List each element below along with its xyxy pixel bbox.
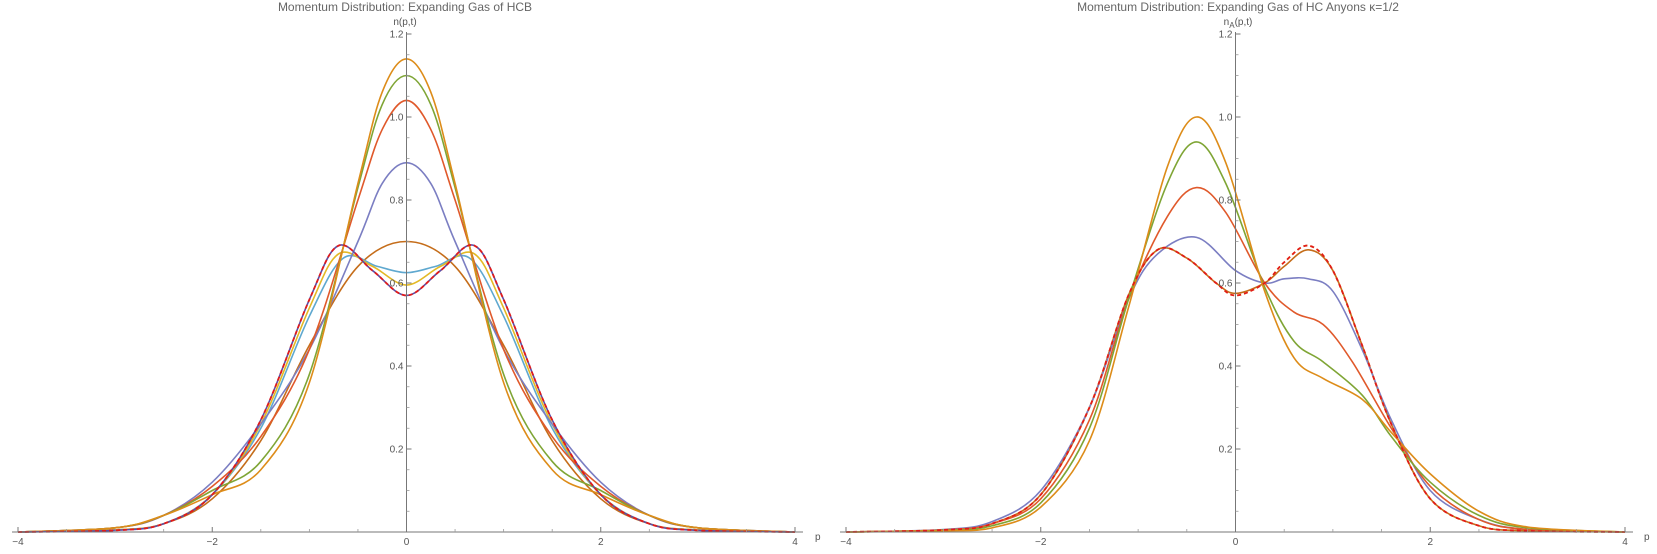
chart-hc-anyons: Momentum Distribution: Expanding Gas of … xyxy=(840,0,1650,548)
series-line-4 xyxy=(845,141,1626,533)
x-tick-label: 2 xyxy=(1427,537,1433,548)
x-tick-label: −2 xyxy=(207,537,219,548)
series-line-7 xyxy=(845,244,1626,533)
chart-title: Momentum Distribution: Expanding Gas of … xyxy=(1077,0,1399,14)
x-tick-label: 4 xyxy=(1622,537,1628,548)
y-tick-label: 1.0 xyxy=(1219,113,1233,124)
y-tick-label: 1.0 xyxy=(390,113,404,124)
x-tick-label: −4 xyxy=(840,537,852,548)
y-tick-label: 1.2 xyxy=(390,30,404,41)
x-tick-label: 2 xyxy=(598,537,604,548)
series-line-3 xyxy=(845,186,1626,533)
x-tick-label: 4 xyxy=(792,537,798,548)
chart-hcb: Momentum Distribution: Expanding Gas of … xyxy=(12,0,821,548)
x-tick-label: 0 xyxy=(404,537,410,548)
series-line-9 xyxy=(17,244,796,533)
y-tick-label: 0.2 xyxy=(1219,445,1233,456)
x-tick-label: −2 xyxy=(1035,537,1047,548)
axes: −4 −2 0 2 4 0.2 0.4 0.6 0.8 1.0 1.2 xyxy=(12,30,803,548)
series-line-5 xyxy=(845,116,1626,533)
y-tick-label: 0.8 xyxy=(1219,196,1233,207)
x-tick-label: 0 xyxy=(1233,537,1239,548)
x-axis-label: p xyxy=(815,532,821,543)
axes: −4 −2 0 2 4 0.2 0.4 0.6 0.8 1.0 1.2 xyxy=(840,30,1633,548)
x-tick-label: −4 xyxy=(12,537,24,548)
chart-title: Momentum Distribution: Expanding Gas of … xyxy=(278,0,532,14)
x-axis-label: p xyxy=(1644,532,1650,543)
y-tick-label: 0.6 xyxy=(1219,279,1233,290)
y-axis-label: n(p,t) xyxy=(393,17,416,28)
y-axis-label-subscript: A xyxy=(1229,21,1235,30)
y-axis-label-main: n xyxy=(1224,17,1230,28)
y-axis-label-suffix: (p,t) xyxy=(1235,17,1253,28)
y-tick-label: 0.4 xyxy=(1219,362,1233,373)
y-tick-label: 0.2 xyxy=(390,445,404,456)
y-tick-label: 0.6 xyxy=(390,279,404,290)
y-axis-label: nA(p,t) xyxy=(1224,17,1253,30)
y-tick-label: 0.8 xyxy=(390,196,404,207)
y-tick-label: 1.2 xyxy=(1219,30,1233,41)
y-tick-label: 0.4 xyxy=(390,362,404,373)
series-group xyxy=(845,116,1626,533)
